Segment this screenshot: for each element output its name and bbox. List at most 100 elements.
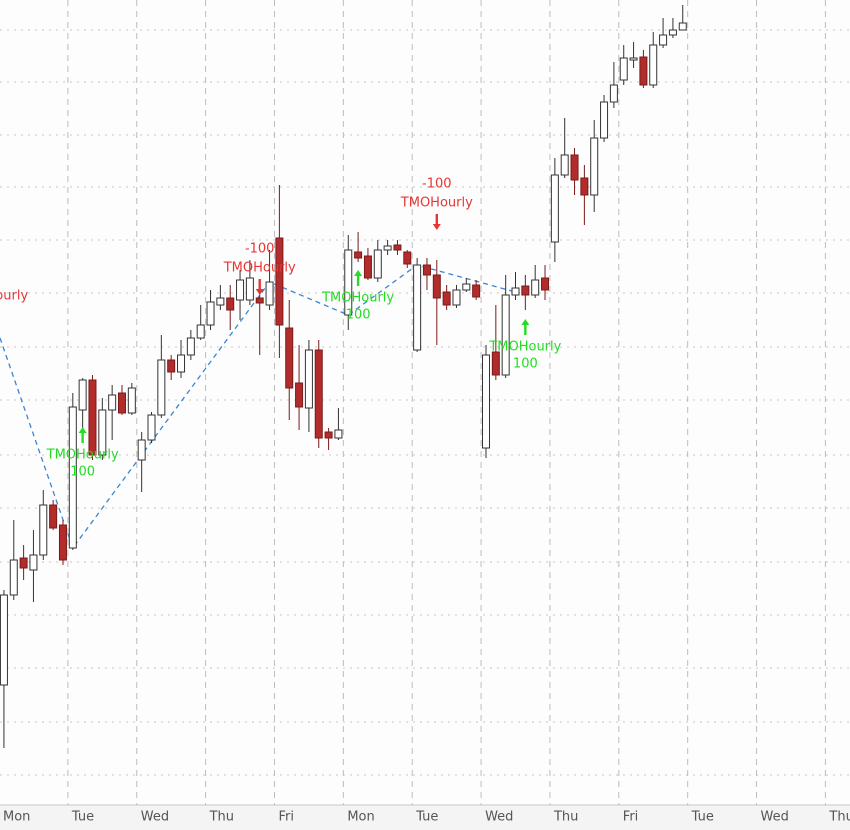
candle-body	[462, 283, 471, 291]
signal-quantity: 100	[70, 465, 95, 480]
signal-name: TMOHourly	[400, 196, 473, 211]
candle-body	[590, 137, 599, 196]
candle-body	[255, 297, 264, 304]
candle-body	[501, 294, 510, 376]
candle-body	[137, 439, 146, 461]
x-tick-label: Mon	[3, 810, 30, 825]
candle-body	[127, 387, 136, 414]
candle-body	[491, 351, 500, 376]
signal-arrow	[521, 319, 530, 335]
x-tick-label: Tue	[415, 810, 438, 825]
candle-body	[285, 327, 294, 389]
candle-body	[78, 379, 87, 411]
candle-body	[442, 291, 451, 306]
candle-body	[314, 349, 323, 439]
x-tick-label: Thu	[828, 810, 850, 825]
candle-body	[88, 379, 97, 456]
candle-body	[383, 245, 392, 251]
x-axis-band	[0, 805, 850, 830]
candle-body	[432, 274, 441, 299]
candle-body	[649, 44, 658, 86]
candle-body	[354, 251, 363, 259]
candle-body	[19, 557, 28, 569]
candle-body	[363, 255, 372, 279]
candle-body	[541, 277, 550, 291]
candle-body	[403, 251, 412, 265]
candle-body	[39, 504, 48, 556]
signal-quantity: 100	[513, 357, 538, 372]
candle-body	[226, 297, 235, 311]
candle-body	[206, 301, 215, 326]
candle-body	[49, 504, 58, 529]
candle-body	[108, 394, 117, 411]
candle-body	[29, 554, 38, 571]
signal-arrow	[78, 427, 87, 443]
candle-body	[668, 29, 677, 36]
signal-arrow	[432, 214, 441, 230]
signal-arrow	[255, 279, 264, 295]
candle-body	[422, 264, 431, 276]
candle-body	[452, 289, 461, 306]
candle-body	[58, 524, 67, 561]
candle-body	[511, 287, 520, 296]
candle-body	[609, 84, 618, 103]
candle-body	[167, 359, 176, 373]
signal-name: TMOHourly	[46, 448, 119, 463]
signal-quantity: -100	[422, 177, 452, 192]
signal-name: TMOHourly	[488, 340, 561, 355]
candle-body	[570, 154, 579, 181]
signal-quantity: -100	[245, 242, 275, 257]
x-tick-label: Wed	[141, 810, 169, 825]
candle-body	[245, 277, 254, 301]
candle-body	[659, 34, 668, 46]
x-tick-label: Tue	[691, 810, 714, 825]
candle-body	[344, 249, 353, 316]
candle-body	[373, 249, 382, 279]
candle-body	[324, 431, 333, 439]
candle-body	[98, 409, 107, 456]
signal-name: TMOHourly	[0, 289, 28, 304]
candle-body	[196, 324, 205, 339]
x-tick-label: Fri	[278, 810, 294, 825]
candle-body	[304, 349, 313, 409]
candle-body	[560, 154, 569, 176]
candle-body	[629, 57, 638, 61]
candle-body	[147, 414, 156, 441]
candle-body	[521, 285, 530, 296]
candle-body	[472, 284, 481, 298]
candle-body	[275, 237, 284, 326]
candle-body	[481, 354, 490, 449]
signal-quantity: 100	[346, 308, 371, 323]
candle-body	[68, 406, 77, 549]
candle-body	[177, 354, 186, 373]
candle-body	[236, 279, 245, 301]
x-tick-label: Wed	[761, 810, 789, 825]
x-tick-label: Wed	[485, 810, 513, 825]
candle-body	[393, 244, 402, 251]
candle-body	[580, 177, 589, 196]
candle-body	[186, 337, 195, 356]
candle-body	[678, 22, 687, 31]
candle-body	[531, 279, 540, 296]
candle-body	[639, 56, 648, 86]
signal-arrow	[354, 270, 363, 286]
candle-body	[334, 429, 343, 439]
x-tick-label: Fri	[623, 810, 639, 825]
candle-body	[216, 297, 225, 306]
signal-name: TMOHourly	[321, 291, 394, 306]
candle-body	[117, 392, 126, 414]
zigzag-line	[0, 264, 516, 550]
candle-body	[619, 57, 628, 81]
signal-name: TMOHourly	[223, 261, 296, 276]
x-tick-label: Thu	[209, 810, 234, 825]
x-tick-label: Thu	[553, 810, 578, 825]
x-tick-label: Tue	[71, 810, 94, 825]
candle-body	[600, 101, 609, 139]
candle-body	[550, 174, 559, 243]
candle-body	[157, 359, 166, 416]
x-tick-label: Mon	[347, 810, 374, 825]
candle-body	[0, 594, 8, 686]
candle-body	[413, 264, 422, 351]
